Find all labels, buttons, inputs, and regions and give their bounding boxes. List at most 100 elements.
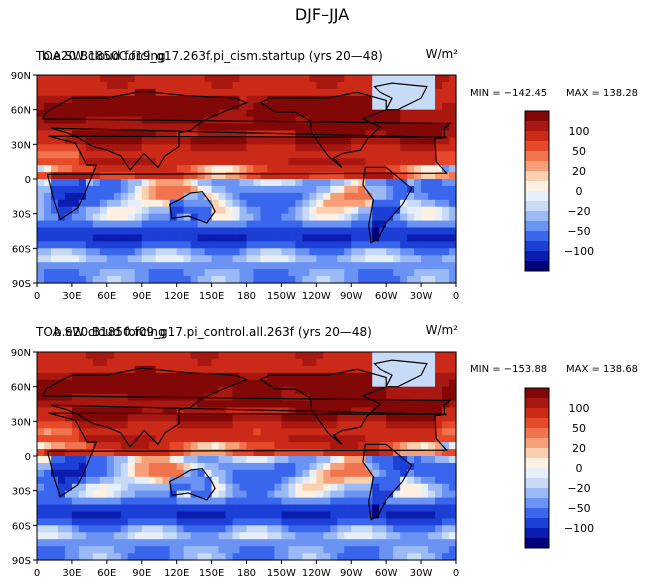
map-cell (176, 539, 185, 547)
map-cell (330, 442, 338, 450)
map-cell (50, 206, 59, 215)
map-cell (169, 372, 178, 381)
map-cell (155, 81, 164, 90)
map-cell (204, 497, 213, 506)
map-cell (71, 504, 80, 513)
map-cell (71, 469, 80, 478)
map-cell (393, 372, 401, 381)
map-cell (197, 220, 206, 229)
map-cell (155, 421, 164, 429)
map-cell (449, 365, 457, 374)
map-cell (309, 241, 317, 249)
map-cell (379, 269, 387, 277)
map-cell (225, 130, 234, 138)
map-cell (393, 262, 401, 270)
map-cell (253, 525, 262, 533)
map-cell (218, 102, 227, 111)
map-cell (141, 88, 150, 97)
map-cell (351, 400, 359, 409)
map-cell (358, 483, 366, 492)
map-cell (449, 518, 457, 526)
map-cell (120, 379, 129, 388)
panel-2-max-label: MAX = 138.68 (566, 364, 638, 375)
map-cell (302, 276, 310, 284)
map-cell (71, 255, 80, 263)
map-cell (351, 185, 359, 194)
map-cell (302, 192, 310, 201)
map-cell (407, 407, 415, 415)
map-cell (274, 449, 283, 457)
map-cell (162, 227, 171, 236)
map-cell (190, 414, 199, 422)
map-cell (260, 469, 269, 478)
map-cell (253, 158, 262, 166)
map-cell (211, 462, 220, 471)
map-cell (78, 511, 87, 519)
colorbar-swatch (525, 508, 549, 519)
map-cell (155, 504, 164, 513)
map-cell (246, 151, 255, 159)
colorbar-swatch (525, 478, 549, 489)
map-cell (260, 241, 269, 249)
map-cell (372, 476, 380, 485)
map-cell (197, 442, 206, 450)
map-cell (435, 262, 443, 270)
map-cell (407, 234, 415, 242)
map-cell (386, 352, 394, 360)
map-cell (246, 165, 255, 173)
map-cell (92, 539, 101, 547)
map-cell (372, 456, 380, 464)
map-cell (134, 144, 143, 152)
map-cell (50, 546, 59, 554)
map-cell (442, 476, 450, 485)
map-cell (351, 95, 359, 104)
map-cell (113, 414, 122, 422)
map-cell (421, 151, 429, 159)
map-cell (176, 255, 185, 263)
x-tick-label: 180 (237, 291, 256, 302)
map-cell (225, 213, 234, 222)
map-cell (421, 525, 429, 533)
map-cell (190, 497, 199, 506)
map-cell (134, 192, 143, 201)
map-cell (316, 435, 324, 443)
map-cell (50, 165, 59, 173)
map-cell (85, 462, 94, 471)
map-cell (246, 248, 255, 256)
map-cell (99, 476, 108, 485)
map-cell (148, 511, 157, 519)
map-cell (323, 276, 331, 284)
map-cell (309, 469, 317, 478)
map-cell (239, 75, 248, 83)
map-cell (407, 137, 415, 145)
map-cell (386, 456, 394, 464)
map-cell (365, 407, 373, 415)
map-cell (435, 220, 443, 229)
map-cell (435, 365, 443, 374)
map-cell (141, 234, 150, 242)
map-cell (295, 241, 303, 249)
map-cell (442, 213, 450, 222)
map-cell (267, 241, 276, 249)
map-cell (64, 248, 73, 256)
map-cell (281, 352, 289, 360)
map-cell (274, 365, 283, 374)
map-cell (400, 518, 408, 526)
map-cell (225, 490, 234, 499)
map-cell (421, 497, 429, 506)
x-tick-label: 0 (453, 291, 459, 302)
map-cell (351, 227, 359, 236)
map-cell (372, 483, 380, 492)
map-cell (169, 248, 178, 256)
map-cell (239, 553, 248, 561)
map-cell (351, 276, 359, 284)
colorbar-tick-label: −20 (567, 482, 590, 495)
map-cell (344, 95, 352, 104)
map-cell (414, 546, 422, 554)
map-cell (281, 172, 289, 180)
map-cell (225, 476, 234, 485)
map-cell (400, 227, 408, 236)
map-cell (253, 151, 262, 159)
map-cell (183, 435, 192, 443)
map-cell (239, 456, 248, 464)
